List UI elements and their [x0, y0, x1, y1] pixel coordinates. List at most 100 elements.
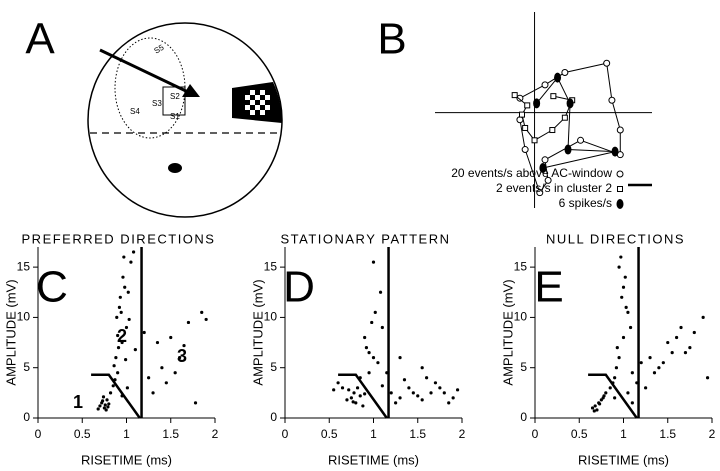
point [389, 391, 393, 395]
ellipse-marker [566, 98, 574, 109]
point [652, 371, 657, 375]
point [661, 361, 665, 365]
point [147, 376, 151, 380]
point [692, 330, 696, 335]
point [626, 310, 630, 314]
point [455, 388, 460, 392]
point [376, 361, 380, 365]
y-tick-label: 15 [514, 259, 528, 273]
x-axis-label: RISETIME (ms) [81, 452, 172, 467]
point [380, 325, 384, 330]
square-marker [524, 102, 531, 109]
circle-marker [561, 69, 569, 77]
point [425, 376, 429, 380]
point [336, 381, 340, 385]
point [129, 260, 133, 264]
circle-marker [603, 59, 611, 67]
point [367, 351, 371, 355]
point [114, 356, 118, 360]
square-marker [550, 93, 557, 100]
chart-title: STATIONARY PATTERN [280, 231, 450, 246]
x-tick-label: 0.5 [74, 427, 91, 441]
spot [168, 163, 182, 173]
y-tick-label: 0 [520, 410, 527, 424]
legend-label: 20 events/s above AC-window [451, 166, 612, 180]
point [131, 250, 136, 254]
square-marker [531, 137, 538, 144]
boundary-line [91, 373, 141, 419]
x-tick-label: 2 [709, 427, 716, 441]
checker-squares [245, 90, 270, 115]
y-tick-label: 10 [264, 310, 278, 324]
point [679, 325, 683, 330]
point [593, 404, 597, 408]
stimulus-label: S5 [153, 43, 166, 56]
panel-letter: D [283, 263, 315, 312]
point [619, 255, 623, 259]
point [613, 396, 617, 400]
x-tick-label: 0 [532, 427, 539, 441]
point [112, 364, 116, 368]
stimulus-label: S1 [170, 112, 180, 121]
point [608, 386, 612, 390]
motion-arrow [99, 48, 189, 94]
point [595, 408, 599, 412]
point [332, 388, 336, 392]
x-axis-label: RISETIME (ms) [578, 452, 669, 467]
point [101, 395, 106, 399]
square-marker [511, 92, 518, 99]
point [688, 345, 692, 350]
boundary-line [588, 373, 638, 419]
x-tick-label: 0.5 [571, 427, 588, 441]
point [657, 366, 661, 370]
point [361, 404, 365, 408]
stimulus-label: S3 [152, 99, 162, 108]
y-tick-label: 10 [17, 310, 31, 324]
point [420, 398, 424, 402]
point [373, 310, 377, 314]
point [364, 345, 369, 350]
point [433, 381, 438, 385]
point [106, 405, 110, 409]
y-tick-label: 10 [514, 310, 528, 324]
point [614, 366, 619, 370]
x-tick-label: 1.5 [409, 427, 426, 441]
point [125, 386, 129, 390]
circle-marker [541, 156, 549, 164]
point [155, 340, 160, 345]
point [123, 285, 127, 289]
point [394, 401, 398, 405]
circle-marker [516, 94, 524, 102]
point [601, 396, 605, 400]
point [598, 402, 602, 406]
point [617, 356, 621, 360]
visual-field [87, 22, 283, 218]
stimulus-label: S4 [130, 107, 140, 116]
y-tick-label: 5 [23, 360, 30, 374]
point [101, 399, 105, 403]
point [429, 391, 433, 395]
point [107, 402, 111, 406]
point [617, 265, 621, 269]
square-marker [522, 124, 529, 131]
ellipse-marker [611, 146, 619, 157]
point [648, 356, 652, 360]
point [173, 371, 177, 375]
point [186, 320, 191, 325]
point [98, 404, 102, 408]
point [367, 371, 371, 375]
point [169, 335, 173, 340]
point [398, 396, 402, 400]
chart-title: PREFERRED DIRECTIONS [22, 231, 216, 246]
point [133, 348, 137, 352]
x-axis-label: RISETIME (ms) [328, 452, 419, 467]
ellipse-marker [539, 163, 547, 174]
annotation: 1 [73, 392, 83, 412]
point [411, 391, 415, 395]
point [116, 345, 121, 350]
point [142, 330, 146, 335]
point [193, 401, 198, 405]
x-tick-label: 1 [123, 427, 130, 441]
point [621, 335, 626, 340]
annotation: 3 [177, 346, 187, 366]
